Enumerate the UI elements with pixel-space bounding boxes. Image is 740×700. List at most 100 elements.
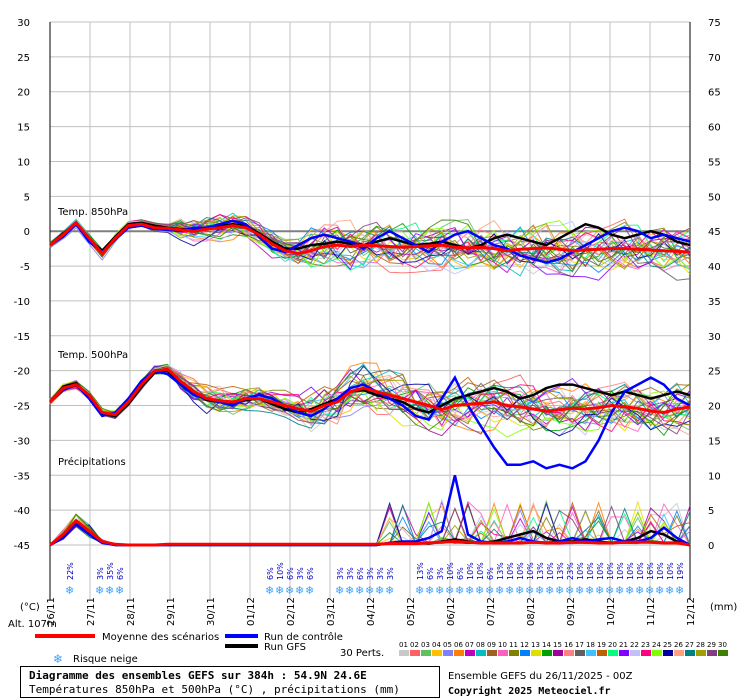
snow-risk-value: 3% xyxy=(296,567,305,580)
legend-mean-label: Moyenne des scénarios xyxy=(102,631,219,643)
snowflake-icon: ❄ xyxy=(285,584,294,597)
snow-risk-value: 10% xyxy=(446,562,455,580)
perturbation-swatch xyxy=(696,650,706,656)
perturbation-number: 18 xyxy=(586,641,595,649)
x-tick-date: 02/12 xyxy=(286,597,297,626)
perturbation-number: 06 xyxy=(454,641,463,649)
y-tick-left: 10 xyxy=(17,157,30,168)
y-tick-right: 0 xyxy=(708,541,714,552)
snow-risk-value: 3% xyxy=(386,567,395,580)
snowflake-icon: ❄ xyxy=(415,584,424,597)
snowflake-icon: ❄ xyxy=(65,584,74,597)
y-tick-left: -45 xyxy=(14,541,30,552)
left-axis: 30 25 20 15 10 5 0 -5 -10 -15 -20 -25 -30 -35 -40 -45 xyxy=(14,18,30,552)
snowflake-icon: ❄ xyxy=(53,652,63,666)
perturbation-swatch xyxy=(531,650,541,656)
snow-risk-value: 10% xyxy=(626,562,635,580)
snow-risk-value: 10% xyxy=(526,562,535,580)
snowflake-icon: ❄ xyxy=(375,584,384,597)
snowflake-icon: ❄ xyxy=(95,584,104,597)
x-tick-date: 08/12 xyxy=(526,597,537,626)
snow-risk-value: 6% xyxy=(306,567,315,580)
snowflake-icon: ❄ xyxy=(455,584,464,597)
snowflake-icon: ❄ xyxy=(655,584,664,597)
perturbation-swatch xyxy=(454,650,464,656)
perturbation-count: 30 Perts. xyxy=(340,648,384,659)
snow-risk-value: 6% xyxy=(486,567,495,580)
panel-label-precip: Précipitations xyxy=(58,456,126,468)
snow-risk-value: 10% xyxy=(476,562,485,580)
y-tick-left: 15 xyxy=(17,123,30,134)
perturbation-swatch xyxy=(443,650,453,656)
legend-gfs-label: Run GFS xyxy=(264,642,306,653)
legend-control-label: Run de contrôle xyxy=(264,631,343,643)
snow-risk-value: 13% xyxy=(416,562,425,580)
perturbation-number: 04 xyxy=(432,641,441,649)
snowflake-icon: ❄ xyxy=(105,584,114,597)
snow-risk-row: ❄22%❄3%❄35%❄6%❄6%❄10%❄6%❄3%❄6%❄3%❄3%❄6%❄… xyxy=(65,562,685,597)
snowflake-icon: ❄ xyxy=(435,584,444,597)
snow-risk-value: 6% xyxy=(356,567,365,580)
perturbation-swatch xyxy=(498,650,508,656)
snowflake-icon: ❄ xyxy=(665,584,674,597)
y-tick-left: -5 xyxy=(20,262,30,273)
snowflake-icon: ❄ xyxy=(485,584,494,597)
perturbation-swatch xyxy=(520,650,530,656)
perturbation-number: 01 xyxy=(399,641,408,649)
perturbation-number: 08 xyxy=(476,641,485,649)
main-series xyxy=(48,219,691,547)
snow-risk-value: 10% xyxy=(576,562,585,580)
perturbation-swatch xyxy=(542,650,552,656)
perturbation-swatch xyxy=(707,650,717,656)
snow-risk-value: 10% xyxy=(466,562,475,580)
perturbation-swatch xyxy=(476,650,486,656)
snowflake-icon: ❄ xyxy=(615,584,624,597)
perturbation-swatch xyxy=(674,650,684,656)
y-tick-right: 30 xyxy=(708,332,721,343)
perturbation-number: 03 xyxy=(421,641,430,649)
perturbation-number: 13 xyxy=(531,641,540,649)
y-tick-right: 15 xyxy=(708,436,721,447)
perturbation-swatch xyxy=(575,650,585,656)
y-tick-right: 5 xyxy=(708,506,714,517)
x-tick-date: 07/12 xyxy=(486,597,497,626)
perturbation-swatch xyxy=(652,650,662,656)
snow-risk-value: 3% xyxy=(366,567,375,580)
snowflake-icon: ❄ xyxy=(335,584,344,597)
snow-risk-value: 10% xyxy=(506,562,515,580)
snow-risk-value: 10% xyxy=(636,562,645,580)
grid-lines xyxy=(49,21,691,600)
x-tick-date: 01/12 xyxy=(246,597,257,626)
y-tick-left: -35 xyxy=(14,471,30,482)
perturbation-number: 25 xyxy=(663,641,672,649)
y-tick-right: 75 xyxy=(708,18,721,29)
snow-risk-value: 10% xyxy=(596,562,605,580)
x-tick-date: 28/11 xyxy=(126,597,137,626)
caption-box: Diagramme des ensembles GEFS sur 384h : … xyxy=(20,666,440,698)
snowflake-icon: ❄ xyxy=(345,584,354,597)
snow-risk-value: 6% xyxy=(286,567,295,580)
snowflake-icon: ❄ xyxy=(555,584,564,597)
y-tick-left: 30 xyxy=(17,18,30,29)
perturbation-number: 09 xyxy=(487,641,496,649)
snowflake-icon: ❄ xyxy=(645,584,654,597)
snow-risk-value: 6% xyxy=(116,567,125,580)
perturbation-swatch xyxy=(564,650,574,656)
perturbation-number: 29 xyxy=(707,641,716,649)
series-precip-moyenne-des-sc-narios xyxy=(49,518,691,547)
legend-snow-label: Risque neige xyxy=(73,654,138,665)
perturbation-number: 17 xyxy=(575,641,584,649)
y-tick-left: -40 xyxy=(14,506,30,517)
perturbation-number: 16 xyxy=(564,641,573,649)
snow-risk-value: 10% xyxy=(606,562,615,580)
perturbation-number: 20 xyxy=(608,641,617,649)
y-tick-left: -20 xyxy=(14,367,30,378)
x-axis-dates: 26/11 27/11 28/11 29/11 30/11 01/12 02/12 03/12… xyxy=(46,597,697,626)
snowflake-icon: ❄ xyxy=(425,584,434,597)
altitude-label: Alt. 107m xyxy=(8,619,57,630)
snowflake-icon: ❄ xyxy=(295,584,304,597)
perturbation-swatch xyxy=(509,650,519,656)
perturbation-number: 05 xyxy=(443,641,452,649)
snowflake-icon: ❄ xyxy=(505,584,514,597)
